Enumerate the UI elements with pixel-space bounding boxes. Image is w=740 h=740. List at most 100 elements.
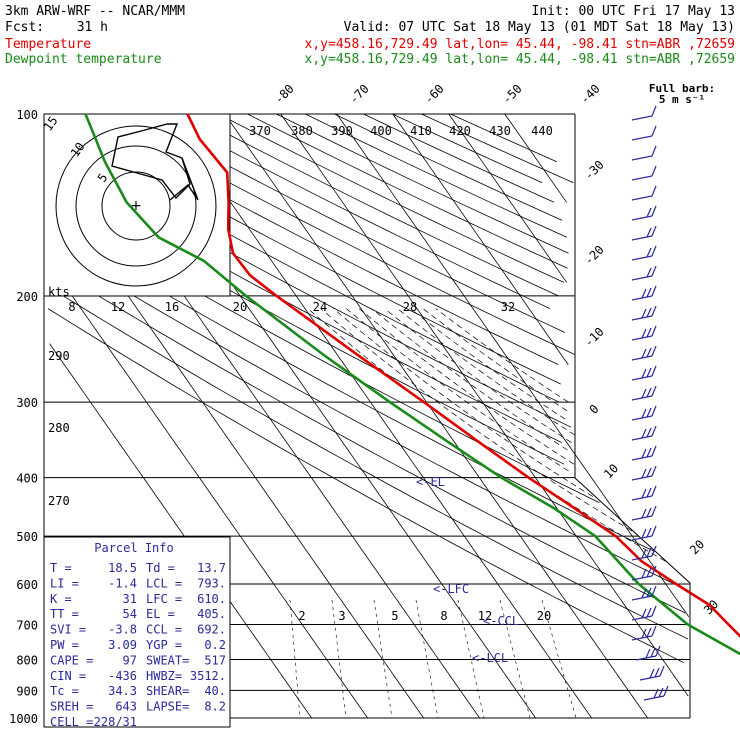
wind-barb-flag	[646, 567, 652, 578]
parcel-info-frame	[43, 536, 231, 728]
theta-label: 420	[449, 124, 471, 138]
parcel-label: LI =	[50, 576, 79, 590]
theta-left-label: 280	[48, 421, 70, 435]
wind-barb-flag	[651, 105, 657, 117]
wind-barb-flag	[646, 307, 652, 318]
wind-barb-flag	[651, 465, 657, 477]
pressure-tick-1000: 1000	[9, 712, 38, 726]
parcel-label: LFC =	[146, 592, 182, 606]
hodograph-ring-10	[75, 145, 197, 267]
moist-adiabat-line	[422, 308, 568, 412]
isotherm-label: -40	[578, 82, 603, 107]
pressure-tick-300: 300	[16, 396, 38, 410]
parcel-info-rows: T = 18.5 Td = 13.7 LI = -1.4 LCL = 793. K = 31 LFC…	[50, 561, 226, 729]
parcel-value: 13.7	[197, 561, 226, 575]
hodograph-ring-label: 10	[68, 140, 88, 160]
wind-barb-flag	[641, 588, 647, 599]
wind-barb	[631, 195, 653, 201]
isotherm-line	[52, 267, 368, 719]
pressure-tick-400: 400	[16, 472, 38, 486]
dry-adiabat-line	[334, 113, 563, 221]
parcel-value: 3512.	[190, 669, 226, 683]
hodograph-speed-label: 24	[313, 300, 327, 314]
wind-barb-flag	[641, 548, 647, 559]
parcel-value: 40.	[204, 684, 226, 698]
wind-barb-flag	[646, 407, 652, 418]
isotherm-line	[504, 113, 567, 203]
moist-adiabat-line	[371, 308, 568, 451]
wind-barb-flag	[641, 568, 647, 579]
dry-adiabat-line	[421, 113, 574, 184]
wind-barb-flag	[646, 467, 652, 478]
isotherm-label: -70	[347, 82, 372, 107]
parcel-label: PW =	[50, 638, 79, 652]
wind-barb-flag	[641, 428, 647, 439]
mixing-ratio-line	[415, 599, 439, 719]
legend-temperature-name: Temperature	[5, 37, 91, 52]
level-marker: <-CCL	[483, 614, 519, 628]
mixing-ratio-label: 8	[440, 609, 447, 623]
parcel-value: 54	[123, 607, 137, 621]
hodograph-trace-tail	[169, 157, 199, 201]
parcel-value: -1.4	[108, 576, 137, 590]
pressure-tick-800: 800	[16, 653, 38, 667]
wind-barb-flag	[651, 125, 657, 137]
forecast-hour: 31 h	[77, 20, 108, 35]
parcel-label: SHEAR=	[146, 684, 189, 698]
dry-adiabat-line	[68, 236, 655, 552]
wind-barb-flag	[641, 408, 647, 419]
isotherm-label: -80	[272, 82, 297, 107]
parcel-label: CCL =	[146, 623, 182, 637]
hodograph-speed-label: 28	[403, 300, 417, 314]
wind-barb	[631, 175, 653, 181]
isotherm-label: 0	[587, 402, 602, 417]
isotherm-label: -50	[500, 82, 525, 107]
mixing-ratio-line	[289, 599, 301, 719]
parcel-label: TT =	[50, 607, 79, 621]
wind-barb-flag	[641, 448, 647, 459]
mixing-ratio-label: 3	[338, 609, 345, 623]
parcel-value: 31	[123, 592, 137, 606]
wind-legend-title: Full barb:	[649, 82, 715, 95]
wind-barb-flag	[646, 427, 652, 438]
moist-adiabat-line	[320, 308, 633, 532]
dry-adiabat-line	[52, 267, 686, 614]
dry-adiabat-line	[305, 113, 567, 238]
parcel-label: SWEAT=	[146, 653, 189, 667]
wind-barb-flag	[658, 687, 664, 698]
mixing-ratio-line	[373, 599, 393, 719]
dry-adiabat-line	[62, 295, 689, 640]
mixing-ratio-line	[457, 599, 485, 719]
wind-barb-flag	[651, 365, 657, 377]
parcel-label: CAPE =	[50, 653, 93, 667]
wind-barb-flag	[641, 288, 647, 299]
wind-barb-flag	[646, 547, 652, 558]
legend-dewpoint-name: Dewpoint temperature	[5, 52, 162, 67]
wind-barb-flag	[651, 585, 657, 597]
wind-barb-flag	[641, 308, 647, 319]
legend-temperature-info: x,y=458.16,729.49 lat,lon= 45.44, -98.41…	[305, 37, 735, 52]
pressure-tick-700: 700	[16, 618, 38, 632]
parcel-value: -3.8	[108, 623, 137, 637]
wind-barb-flag	[645, 648, 651, 659]
wind-barb	[631, 115, 653, 121]
isotherm-line	[224, 113, 648, 719]
isotherm-line	[112, 113, 536, 719]
right-boundary	[574, 114, 691, 718]
init-time: Init: 00 UTC Fri 17 May 13	[532, 4, 736, 19]
theta-left-label: 270	[48, 494, 70, 508]
wind-barb-flag	[646, 327, 652, 338]
isotherm-label: -10	[582, 325, 607, 350]
parcel-label: T =	[50, 561, 72, 575]
wind-barb-flag	[654, 667, 660, 678]
parcel-value: -436	[108, 669, 137, 683]
parcel-value: 610.	[197, 592, 226, 606]
parcel-label: CELL =	[50, 715, 93, 729]
level-marker: <-LCL	[472, 651, 508, 665]
wind-barb-flag	[651, 145, 657, 157]
hodograph-speed-label: 12	[111, 300, 125, 314]
wind-barb-flag	[651, 385, 657, 397]
theta-label: 410	[410, 124, 432, 138]
wind-barb-flag	[646, 447, 652, 458]
